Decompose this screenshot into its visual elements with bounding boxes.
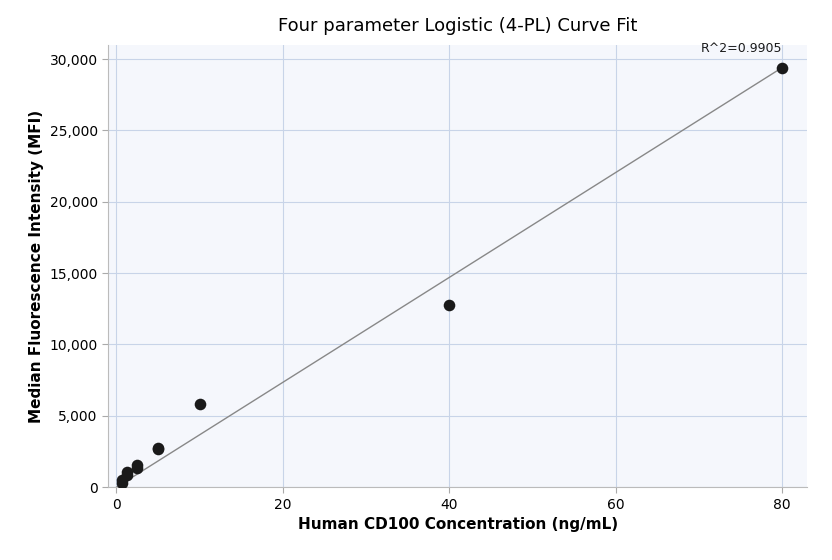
Point	[131, 460, 144, 469]
Point	[151, 445, 165, 454]
Point	[115, 476, 128, 485]
Point	[443, 300, 456, 309]
Point	[120, 468, 133, 477]
Point	[151, 444, 165, 452]
X-axis label: Human CD100 Concentration (ng/mL): Human CD100 Concentration (ng/mL)	[298, 517, 617, 532]
Point	[775, 63, 789, 72]
Point	[115, 479, 128, 488]
Point	[131, 464, 144, 473]
Text: R^2=0.9905: R^2=0.9905	[701, 42, 782, 55]
Y-axis label: Median Fluorescence Intensity (MFI): Median Fluorescence Intensity (MFI)	[29, 109, 44, 423]
Point	[120, 470, 133, 479]
Point	[193, 399, 206, 408]
Title: Four parameter Logistic (4-PL) Curve Fit: Four parameter Logistic (4-PL) Curve Fit	[278, 17, 637, 35]
